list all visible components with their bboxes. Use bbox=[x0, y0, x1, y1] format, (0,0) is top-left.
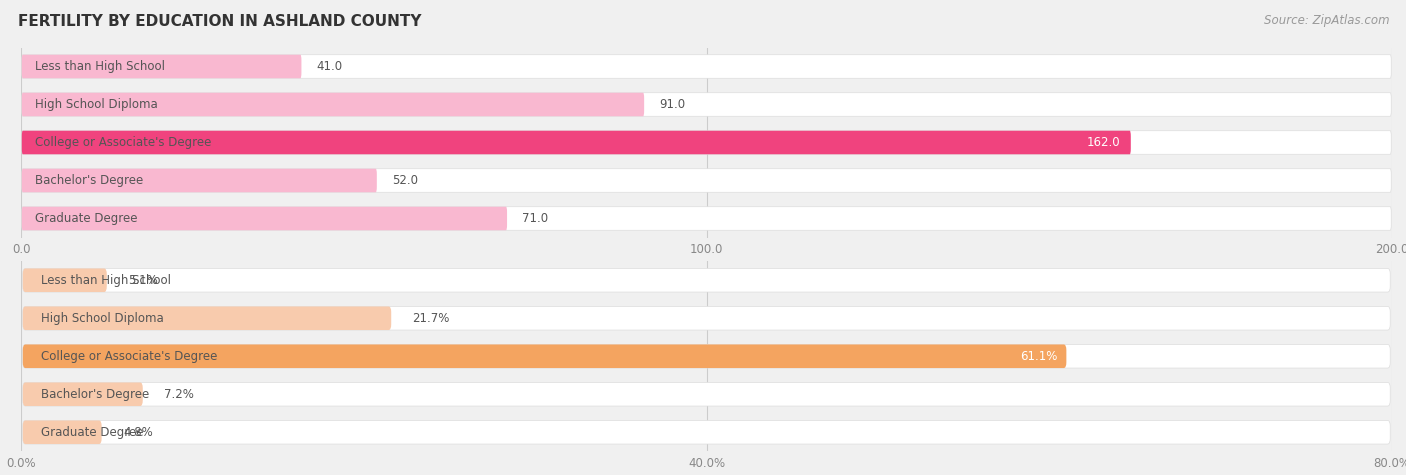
FancyBboxPatch shape bbox=[21, 207, 508, 230]
Text: Bachelor's Degree: Bachelor's Degree bbox=[41, 388, 149, 401]
Text: Graduate Degree: Graduate Degree bbox=[35, 212, 138, 225]
FancyBboxPatch shape bbox=[22, 382, 1391, 406]
Text: 7.2%: 7.2% bbox=[165, 388, 194, 401]
Text: FERTILITY BY EDUCATION IN ASHLAND COUNTY: FERTILITY BY EDUCATION IN ASHLAND COUNTY bbox=[18, 14, 422, 29]
FancyBboxPatch shape bbox=[21, 169, 1392, 192]
FancyBboxPatch shape bbox=[21, 93, 644, 116]
FancyBboxPatch shape bbox=[21, 207, 1392, 230]
FancyBboxPatch shape bbox=[21, 169, 377, 192]
Text: College or Associate's Degree: College or Associate's Degree bbox=[41, 350, 217, 363]
Text: High School Diploma: High School Diploma bbox=[35, 98, 159, 111]
FancyBboxPatch shape bbox=[22, 306, 1391, 330]
FancyBboxPatch shape bbox=[22, 268, 107, 292]
Text: 71.0: 71.0 bbox=[522, 212, 548, 225]
FancyBboxPatch shape bbox=[21, 55, 1392, 78]
FancyBboxPatch shape bbox=[22, 382, 143, 406]
FancyBboxPatch shape bbox=[21, 131, 1392, 154]
FancyBboxPatch shape bbox=[22, 268, 1391, 292]
Text: Source: ZipAtlas.com: Source: ZipAtlas.com bbox=[1264, 14, 1389, 27]
Text: 52.0: 52.0 bbox=[392, 174, 418, 187]
FancyBboxPatch shape bbox=[22, 420, 1391, 444]
Text: 4.8%: 4.8% bbox=[122, 426, 153, 439]
Text: Graduate Degree: Graduate Degree bbox=[41, 426, 143, 439]
Text: Less than High School: Less than High School bbox=[41, 274, 170, 287]
Text: 5.1%: 5.1% bbox=[128, 274, 157, 287]
FancyBboxPatch shape bbox=[22, 344, 1066, 368]
Text: 21.7%: 21.7% bbox=[412, 312, 450, 325]
Text: High School Diploma: High School Diploma bbox=[41, 312, 163, 325]
Text: 61.1%: 61.1% bbox=[1019, 350, 1057, 363]
Text: 91.0: 91.0 bbox=[659, 98, 685, 111]
FancyBboxPatch shape bbox=[22, 344, 1391, 368]
Text: College or Associate's Degree: College or Associate's Degree bbox=[35, 136, 212, 149]
FancyBboxPatch shape bbox=[21, 55, 301, 78]
Text: 162.0: 162.0 bbox=[1087, 136, 1121, 149]
FancyBboxPatch shape bbox=[22, 420, 101, 444]
Text: Less than High School: Less than High School bbox=[35, 60, 166, 73]
Text: Bachelor's Degree: Bachelor's Degree bbox=[35, 174, 143, 187]
FancyBboxPatch shape bbox=[22, 306, 391, 330]
FancyBboxPatch shape bbox=[21, 131, 1130, 154]
FancyBboxPatch shape bbox=[21, 93, 1392, 116]
Text: 41.0: 41.0 bbox=[316, 60, 343, 73]
